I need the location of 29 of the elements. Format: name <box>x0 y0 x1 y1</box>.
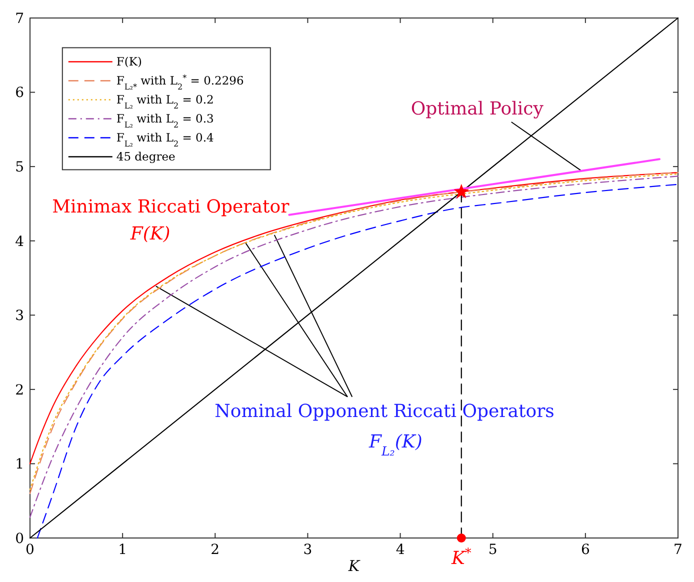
annotation: F$_{L₂}$(K) <box>368 431 422 458</box>
annotation: F(K) <box>129 223 170 244</box>
text: K$^{*}$ <box>450 544 472 569</box>
annotation: Minimax Riccati Operator <box>52 196 290 218</box>
x-tick-label: 0 <box>26 542 34 558</box>
legend-label: F$_{L₂*}$ with L$_{2}$$^{*}$ = 0.2296 <box>116 73 244 92</box>
y-tick-label: 4 <box>15 234 24 250</box>
x-tick-label: 6 <box>580 542 590 558</box>
y-tick-label: 7 <box>15 10 24 27</box>
y-tick-label: 3 <box>15 308 24 324</box>
x-tick-label: 3 <box>303 542 312 558</box>
annotation: Nominal Opponent Riccati Operators <box>214 400 554 422</box>
y-tick-label: 2 <box>15 382 24 398</box>
x-tick-label: 5 <box>488 542 498 558</box>
y-tick-label: 0 <box>15 530 24 547</box>
x-tick-label: 1 <box>118 542 128 558</box>
legend-label: F$_{L₂}$ with L$_{2}$ = 0.4 <box>116 130 214 148</box>
x-tick-label: 4 <box>396 542 405 558</box>
y-tick-label: 6 <box>15 85 24 102</box>
y-tick-label: 1 <box>15 456 24 473</box>
x-tick-label: 2 <box>210 542 220 558</box>
x-tick-label: 7 <box>674 542 682 558</box>
y-tick-label: 5 <box>15 159 24 176</box>
legend-label: F(K) <box>116 54 142 69</box>
x-axis-title: K <box>347 557 360 575</box>
annotation: Optimal Policy <box>410 98 544 120</box>
legend-label: 45 degree <box>116 150 176 164</box>
legend-label: F$_{L₂}$ with L$_{2}$ = 0.3 <box>116 112 214 130</box>
legend-label: F$_{L₂}$ with L$_{2}$ = 0.2 <box>116 92 214 110</box>
